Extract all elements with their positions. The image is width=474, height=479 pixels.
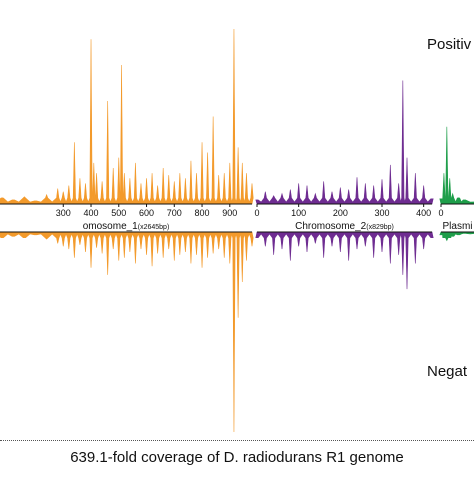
chromosome-1-tick-label-600: 600 xyxy=(139,208,154,218)
chromosome-1-size-note: (x2645bp) xyxy=(138,224,170,231)
chromosome-1-positive-coverage-area xyxy=(0,28,254,205)
chromosome-2-name-label: Chromosome_2(x829bp) xyxy=(295,221,394,232)
chromosome-2-negative-coverage-area xyxy=(255,231,434,290)
chromosome-1-name-label: omosome_1(x2645bp) xyxy=(83,221,170,232)
chromosome-2-tick-label-100: 100 xyxy=(291,208,306,218)
plasmid-positive-coverage-area xyxy=(439,126,474,205)
figure-caption: 639.1-fold coverage of D. radiodurans R1… xyxy=(70,449,404,466)
chromosome-1-tick-label-700: 700 xyxy=(167,208,182,218)
chromosome-1-tick-label-300: 300 xyxy=(56,208,71,218)
plasmid-tick-label-0: 0 xyxy=(438,208,443,218)
chromosome-2-positive-coverage-area xyxy=(255,80,434,205)
chromosome-1-tick-label-400: 400 xyxy=(84,208,99,218)
chromosome-1-tick-label-900: 900 xyxy=(222,208,237,218)
caption-divider xyxy=(0,440,474,441)
positive-strand-label: Positiv xyxy=(427,36,472,53)
plasmid-negative-coverage-area xyxy=(439,231,474,242)
chromosome-2-tick-label-200: 200 xyxy=(333,208,348,218)
chromosome-1-tick-label-800: 800 xyxy=(195,208,210,218)
chromosome-1-tick-label-500: 500 xyxy=(111,208,126,218)
coverage-areas xyxy=(0,28,474,433)
chromosome-2-tick-label-300: 300 xyxy=(374,208,389,218)
chromosome-2-size-note: (x829bp) xyxy=(366,224,394,231)
chromosome-2-tick-label-400: 400 xyxy=(416,208,431,218)
chromosome-2-tick-label-0: 0 xyxy=(254,208,259,218)
negative-strand-label: Negat xyxy=(427,363,468,380)
chromosome-1-negative-coverage-area xyxy=(0,231,254,433)
plasmid-name-label: Plasmi xyxy=(442,221,472,232)
genome-axes: 300 400 500 600 700 800 900 omosome_1(x2645bp) 0… xyxy=(0,203,474,233)
